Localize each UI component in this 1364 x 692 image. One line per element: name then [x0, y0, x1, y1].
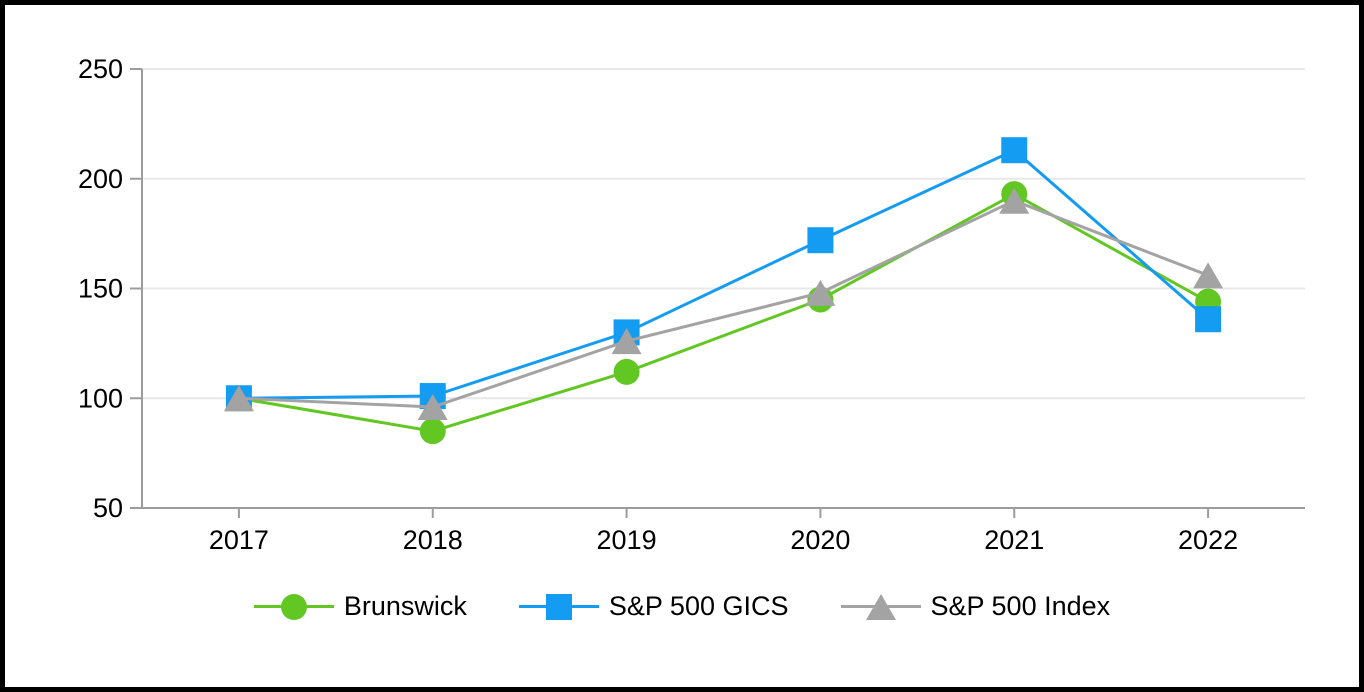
data-point-circle [613, 358, 640, 385]
performance-line-chart: 50 100 150 200 250 2017 2018 2019 2020 2021 2022 [78, 54, 1305, 555]
data-point-triangle [417, 394, 448, 421]
data-point-square [1195, 306, 1222, 333]
legend-item-sp500-index: S&P 500 Index [840, 591, 1111, 622]
y-tick-label: 50 [93, 493, 123, 523]
chart-legend: Brunswick S&P 500 GICS S&P 500 Index [5, 591, 1359, 622]
sp500-gics-square-marker-icon [518, 592, 599, 622]
data-point-triangle [1193, 262, 1224, 289]
data-point-triangle [223, 385, 254, 412]
data-point-triangle [999, 187, 1030, 214]
x-tick-label: 2020 [790, 525, 850, 555]
data-point-circle [419, 418, 446, 445]
data-point-square [807, 227, 834, 254]
data-point-triangle [611, 328, 642, 355]
series-line-square [238, 148, 1210, 400]
legend-label-sp500-index: S&P 500 Index [930, 591, 1111, 621]
sp500-index-triangle-marker-icon [840, 592, 921, 622]
x-tick-label: 2019 [597, 525, 657, 555]
x-tick-label: 2018 [403, 525, 463, 555]
series-line-triangle [238, 199, 1209, 409]
brunswick-circle-marker-icon [253, 592, 334, 622]
y-tick-label: 100 [78, 383, 123, 413]
y-tick-label: 150 [78, 274, 123, 304]
legend-label-brunswick: Brunswick [343, 591, 467, 621]
y-tick-label: 200 [78, 164, 123, 194]
legend-item-sp500-gics: S&P 500 GICS [518, 591, 789, 622]
data-point-triangle [805, 279, 836, 306]
x-tick-label: 2022 [1178, 525, 1238, 555]
legend-label-sp500-gics: S&P 500 GICS [608, 591, 789, 621]
data-point-square [1001, 137, 1028, 164]
legend-item-brunswick: Brunswick [253, 591, 467, 622]
y-tick-label: 250 [78, 54, 123, 84]
x-tick-label: 2021 [984, 525, 1044, 555]
x-tick-label: 2017 [209, 525, 269, 555]
